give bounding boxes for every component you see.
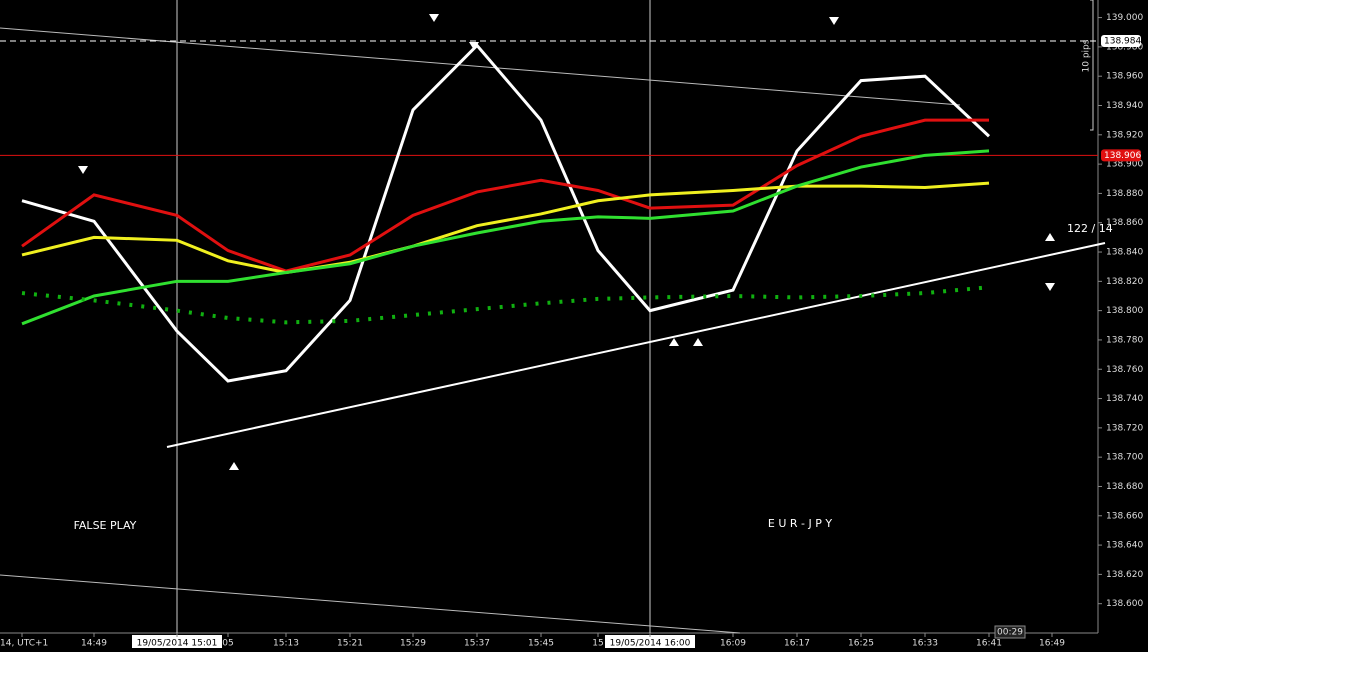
annotation: 122 / 14	[1067, 222, 1113, 235]
x-tick-label: 16:25	[848, 639, 874, 649]
annotation: FALSE PLAY	[74, 519, 137, 532]
y-tick-label: 138.920	[1106, 130, 1143, 140]
trend-line	[166, 242, 1106, 448]
x-label-box	[605, 635, 695, 648]
x-tick-label: 15:29	[400, 639, 426, 649]
x-tick-label: 14, UTC+1	[0, 639, 48, 649]
y-tick-label: 138.820	[1106, 277, 1143, 287]
y-tick-label: 138.620	[1106, 570, 1143, 580]
y-tick-label: 138.700	[1106, 453, 1143, 463]
x-tick-label: 05	[222, 639, 233, 649]
y-tick-label: 138.640	[1106, 541, 1143, 551]
x-tick-label: 16:49	[1039, 639, 1065, 649]
arrow-up	[1045, 233, 1055, 241]
x-tick-label: 15	[592, 639, 603, 649]
y-tick-label: 138.980	[1106, 42, 1143, 52]
x-tick-label: 15:13	[273, 639, 299, 649]
x-tick-label: 15:45	[528, 639, 554, 649]
arrow-up	[229, 462, 239, 470]
y-tick-label: 139.000	[1106, 13, 1143, 23]
y-tick-label: 138.960	[1106, 72, 1143, 82]
price-tag-label: 138.984	[1104, 37, 1141, 47]
arrow-down	[829, 17, 839, 25]
countdown-box	[994, 625, 1026, 639]
price-tag-label: 138.906	[1104, 151, 1141, 161]
x-tick-label: 16:09	[720, 639, 746, 649]
countdown: 00:29	[997, 628, 1023, 638]
trend-line	[0, 574, 741, 634]
annotation: E U R - J P Y	[768, 517, 832, 530]
y-tick-label: 138.780	[1106, 335, 1143, 345]
chart-background	[0, 0, 1148, 652]
y-tick-label: 138.720	[1106, 423, 1143, 433]
y-tick-label: 138.680	[1106, 482, 1143, 492]
price-tag	[1101, 35, 1141, 48]
x-tick-label: 19/05/2014 15:01	[137, 639, 218, 649]
x-tick-label: 16:17	[784, 639, 810, 649]
y-tick-label: 138.860	[1106, 218, 1143, 228]
arrow-down	[1045, 283, 1055, 291]
arrow-down	[78, 166, 88, 174]
x-tick-label: 19/05/2014 16:00	[610, 639, 691, 649]
arrow-up	[693, 338, 703, 346]
annotation: 10 pips	[1082, 39, 1092, 72]
pips-bracket	[1090, 0, 1094, 131]
series-line	[21, 118, 989, 273]
arrow-down	[429, 14, 439, 22]
y-tick-label: 138.800	[1106, 306, 1143, 316]
y-tick-label: 138.880	[1106, 189, 1143, 199]
arrow-up	[669, 338, 679, 346]
x-tick-label: 14:49	[81, 639, 107, 649]
y-tick-label: 138.760	[1106, 365, 1143, 375]
y-tick-label: 138.940	[1106, 101, 1143, 111]
y-tick-label: 138.840	[1106, 248, 1143, 258]
y-tick-label: 138.660	[1106, 511, 1143, 521]
series-line	[21, 181, 990, 275]
series-line	[21, 149, 990, 326]
series-line	[21, 285, 990, 325]
x-label-box	[132, 635, 222, 648]
price-tag	[1101, 149, 1141, 162]
x-tick-label: 16:33	[912, 639, 938, 649]
x-tick-label: 16:41	[976, 639, 1002, 649]
series-line	[21, 43, 991, 383]
y-tick-label: 138.600	[1106, 599, 1143, 609]
y-tick-label: 138.740	[1106, 394, 1143, 404]
x-tick-label: 15:37	[464, 639, 490, 649]
y-tick-label: 138.900	[1106, 160, 1143, 170]
x-tick-label: 15:21	[337, 639, 363, 649]
